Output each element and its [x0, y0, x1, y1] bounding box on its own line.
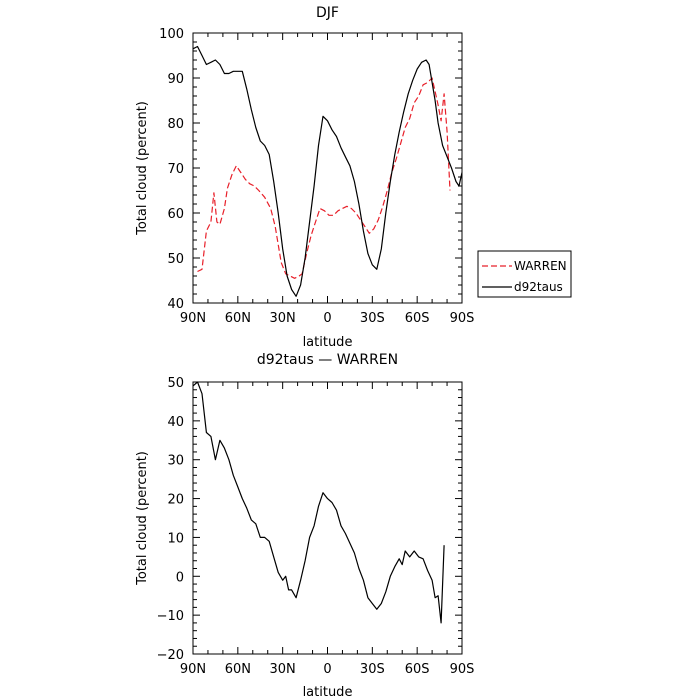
y-tick-label: 20 [167, 493, 184, 508]
chart-panel-2: d92taus — WARREN 90N 60N 30N 0 30S 60S 90S −20 −1… [135, 352, 474, 700]
series-line-warren [197, 77, 451, 279]
x-tick-label: 30N [270, 662, 296, 677]
x-tick-label: 30N [270, 311, 296, 326]
y-tick-label: 70 [167, 162, 184, 177]
chart-panel-1: DJF 90N 60N 30N 0 30S 60S 90S 40 50 60 70 80 90 100 lat… [135, 5, 572, 350]
x-axis-label: latitude [303, 335, 353, 350]
y-axis-label: Total cloud (percent) [135, 451, 150, 586]
y-tick-label: 90 [167, 72, 184, 87]
legend-label: WARREN [514, 259, 567, 273]
x-tick-label: 0 [323, 662, 331, 677]
x-tick-label: 60S [405, 311, 430, 326]
plot-frame [192, 32, 463, 304]
y-tick-label: −10 [157, 609, 184, 624]
legend: WARREN d92taus [477, 250, 572, 298]
series-line-difference [192, 381, 445, 624]
y-tick-label: 100 [159, 27, 184, 42]
x-tick-label: 60N [225, 311, 251, 326]
x-tick-label: 90N [180, 662, 206, 677]
plot-frame [192, 381, 463, 655]
x-tick-label: 60N [225, 662, 251, 677]
x-axis-label: latitude [303, 685, 353, 700]
y-tick-label: 40 [167, 415, 184, 430]
series-line-d92taus [192, 45, 463, 297]
y-tick-label: 40 [167, 297, 184, 312]
y-tick-label: −20 [157, 648, 184, 663]
y-tick-label: 10 [167, 531, 184, 546]
y-axis-label: Total cloud (percent) [135, 101, 150, 236]
y-tick-label: 30 [167, 454, 184, 469]
chart-title: d92taus — WARREN [257, 352, 398, 368]
x-tick-label: 0 [323, 311, 331, 326]
y-tick-label: 60 [167, 207, 184, 222]
x-tick-label: 30S [360, 311, 385, 326]
x-tick-label: 30S [360, 662, 385, 677]
x-tick-label: 90S [450, 662, 475, 677]
legend-box [477, 250, 572, 298]
y-tick-label: 50 [167, 376, 184, 391]
x-tick-label: 90N [180, 311, 206, 326]
legend-label: d92taus [514, 280, 563, 294]
x-tick-label: 90S [450, 311, 475, 326]
y-tick-label: 50 [167, 252, 184, 267]
x-tick-label: 60S [405, 662, 430, 677]
chart-title: DJF [316, 5, 339, 21]
y-tick-label: 80 [167, 117, 184, 132]
y-tick-label: 0 [176, 570, 184, 585]
